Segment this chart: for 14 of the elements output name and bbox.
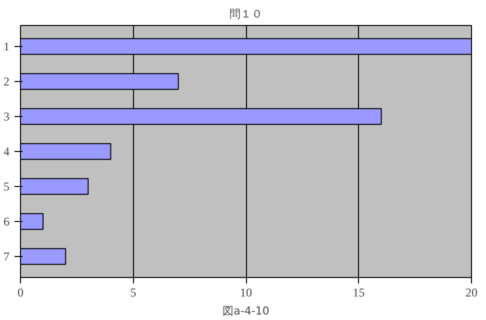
y-tick-label: 4 [4, 144, 10, 158]
y-tick-label: 1 [4, 40, 10, 54]
y-tick-label: 7 [4, 250, 10, 264]
y-tick-label: 6 [4, 214, 10, 228]
x-tick-label: 15 [352, 286, 365, 300]
y-tick-label: 2 [4, 74, 10, 88]
x-tick-label: 5 [130, 286, 136, 300]
y-tick-label: 3 [4, 110, 10, 124]
x-tick-label: 10 [240, 286, 252, 300]
y-tick-label: 5 [4, 180, 10, 194]
x-tick-label: 0 [18, 286, 24, 300]
x-tick-label: 20 [466, 286, 478, 300]
chart-title: 問１０ [230, 8, 262, 20]
x-axis-title: 図a-4-10 [222, 304, 270, 318]
